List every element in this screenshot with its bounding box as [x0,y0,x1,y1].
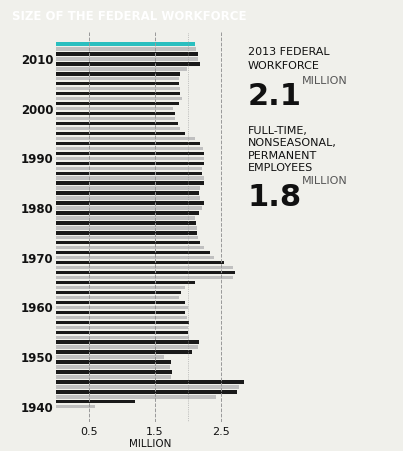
Bar [56,331,188,334]
Bar [56,251,210,254]
Bar [56,350,192,354]
Bar [56,271,235,274]
Bar [56,87,180,90]
Bar [56,82,179,85]
Text: 2.1: 2.1 [248,82,302,111]
Bar [56,171,202,175]
Bar [56,236,198,239]
Bar [56,321,189,324]
Bar [56,316,187,319]
Bar [56,216,195,220]
Bar [56,92,180,95]
Bar [56,156,204,160]
Bar [56,256,214,259]
Bar [56,152,204,155]
Bar [56,246,204,249]
Bar [56,400,135,404]
Bar [56,291,181,294]
Bar [56,231,197,235]
Bar [56,97,182,101]
Bar [56,122,178,125]
Bar [56,341,199,344]
Bar [56,67,187,70]
Text: EMPLOYEES: EMPLOYEES [248,163,313,173]
Bar [56,266,233,269]
Text: PERMANENT: PERMANENT [248,151,317,161]
Bar [56,301,185,304]
Bar [56,52,198,55]
Bar [56,102,179,106]
Bar [56,142,200,145]
Bar [56,181,204,185]
Bar [56,370,172,374]
Bar [56,196,200,200]
Bar [56,112,175,115]
Bar [56,42,195,46]
Bar [56,72,180,75]
Bar [56,395,216,399]
Bar [56,77,179,80]
Text: MILLION: MILLION [302,76,348,86]
Bar [56,281,195,284]
Bar [56,306,188,309]
Bar [56,296,179,299]
Bar [56,201,204,205]
Bar [56,211,199,215]
Bar [56,186,200,190]
Bar [56,221,197,225]
Bar [56,355,164,359]
Bar [56,241,200,244]
Bar [56,161,204,165]
X-axis label: MILLION: MILLION [129,439,171,449]
Bar [56,311,185,314]
Bar [56,360,172,364]
Bar [56,261,224,264]
Bar [56,336,189,339]
Bar [56,176,204,180]
Bar [56,380,264,384]
Text: 2013 FEDERAL: 2013 FEDERAL [248,47,330,57]
Text: NONSEASONAL,: NONSEASONAL, [248,138,337,148]
Bar [56,276,233,279]
Bar [56,62,200,65]
Text: SIZE OF THE FEDERAL WORKFORCE: SIZE OF THE FEDERAL WORKFORCE [12,9,247,23]
Bar [56,365,170,369]
Text: MILLION: MILLION [302,176,348,186]
Text: 1.8: 1.8 [248,183,302,212]
Bar [56,375,172,379]
Bar [56,137,195,140]
Text: FULL-TIME,: FULL-TIME, [248,126,308,136]
Bar [56,385,239,389]
Bar [56,345,198,349]
Bar [56,226,197,230]
Bar [56,390,237,394]
Bar [56,127,180,130]
Bar [56,191,199,195]
Bar [56,166,202,170]
Bar [56,47,197,51]
Bar [56,132,185,135]
Bar [56,147,203,150]
Bar [56,57,198,60]
Bar [56,206,202,210]
Text: WORKFORCE: WORKFORCE [248,61,320,71]
Bar [56,326,188,329]
Bar [56,107,173,110]
Bar [56,405,95,409]
Bar [56,286,185,289]
Bar [56,117,175,120]
